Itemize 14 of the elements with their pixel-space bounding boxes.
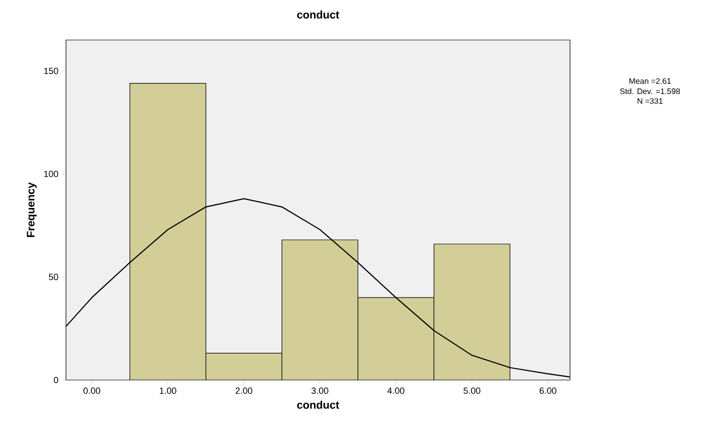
y-tick-label: 50 xyxy=(48,274,58,280)
x-tick-label: 6.00 xyxy=(540,388,556,394)
x-tick-label: 5.00 xyxy=(464,388,480,394)
x-tick-label: 0.00 xyxy=(83,388,100,394)
x-axis-title: conduct xyxy=(297,400,340,409)
x-tick-label: 1.00 xyxy=(160,388,176,394)
chart-title: conduct xyxy=(297,10,340,19)
x-tick-label: 2.00 xyxy=(236,388,252,394)
y-tick-label: 0 xyxy=(54,376,58,384)
x-tick-label: 4.00 xyxy=(387,388,404,394)
y-axis-title: Frequency xyxy=(26,182,37,237)
x-tick-label: 3.00 xyxy=(312,388,328,394)
y-tick-label: 150 xyxy=(44,68,58,74)
y-tick-label: 100 xyxy=(44,170,58,178)
